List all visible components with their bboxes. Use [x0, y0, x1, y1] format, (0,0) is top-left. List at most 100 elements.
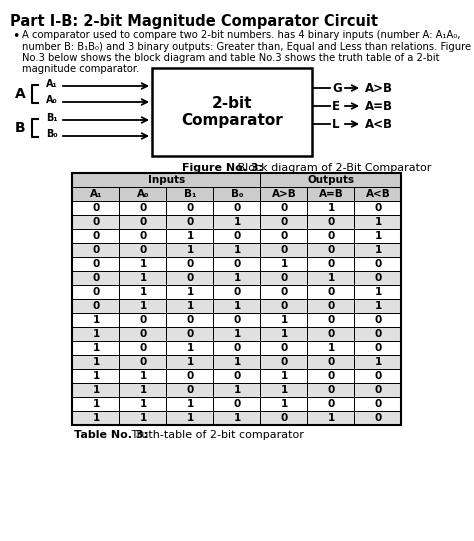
- Text: 1: 1: [92, 315, 100, 325]
- Bar: [355, 215, 401, 229]
- Bar: [213, 229, 261, 243]
- Bar: [213, 215, 261, 229]
- Bar: [308, 369, 355, 383]
- Bar: [166, 271, 213, 285]
- Text: 0: 0: [328, 301, 335, 311]
- Bar: [261, 327, 308, 341]
- Bar: [308, 285, 355, 299]
- Bar: [355, 411, 401, 425]
- Text: 0: 0: [374, 343, 382, 353]
- Bar: [213, 341, 261, 355]
- Text: 1: 1: [281, 371, 288, 381]
- Bar: [213, 285, 261, 299]
- Text: 0: 0: [92, 245, 100, 255]
- Text: A₁: A₁: [46, 79, 58, 89]
- Bar: [73, 313, 119, 327]
- Text: 0: 0: [186, 273, 193, 283]
- Text: 1: 1: [92, 357, 100, 367]
- Text: 1: 1: [233, 245, 241, 255]
- Text: 1: 1: [186, 287, 193, 297]
- Text: 1: 1: [92, 399, 100, 409]
- Text: Figure No. 3:: Figure No. 3:: [182, 163, 263, 173]
- Bar: [119, 229, 166, 243]
- Bar: [308, 411, 355, 425]
- Bar: [355, 187, 401, 201]
- Bar: [355, 285, 401, 299]
- Text: A>B: A>B: [272, 189, 296, 199]
- Text: 1: 1: [139, 385, 146, 395]
- Text: 0: 0: [374, 315, 382, 325]
- Text: •: •: [12, 30, 19, 43]
- Bar: [166, 313, 213, 327]
- Bar: [355, 201, 401, 215]
- Text: 1: 1: [374, 217, 382, 227]
- Text: A₁: A₁: [90, 189, 102, 199]
- Text: 1: 1: [139, 273, 146, 283]
- Text: 0: 0: [186, 385, 193, 395]
- Text: 0: 0: [92, 203, 100, 213]
- Bar: [261, 411, 308, 425]
- Bar: [308, 243, 355, 257]
- Bar: [119, 257, 166, 271]
- Bar: [261, 215, 308, 229]
- Bar: [355, 313, 401, 327]
- Text: B: B: [15, 121, 25, 135]
- Text: 0: 0: [233, 203, 241, 213]
- Text: 1: 1: [328, 343, 335, 353]
- Text: G: G: [332, 82, 342, 95]
- Bar: [355, 369, 401, 383]
- Bar: [308, 257, 355, 271]
- Bar: [73, 411, 119, 425]
- Bar: [73, 369, 119, 383]
- Bar: [261, 397, 308, 411]
- Bar: [119, 383, 166, 397]
- Text: 1: 1: [92, 385, 100, 395]
- Bar: [355, 383, 401, 397]
- Bar: [261, 341, 308, 355]
- Text: Comparator: Comparator: [181, 114, 283, 129]
- Text: Inputs: Inputs: [148, 175, 185, 185]
- Text: 0: 0: [233, 287, 241, 297]
- Text: 1: 1: [233, 329, 241, 339]
- Text: A>B: A>B: [365, 82, 393, 95]
- Text: 1: 1: [233, 217, 241, 227]
- Bar: [355, 341, 401, 355]
- Bar: [73, 229, 119, 243]
- Text: B₁: B₁: [46, 113, 58, 123]
- Text: 0: 0: [186, 315, 193, 325]
- Bar: [166, 257, 213, 271]
- Text: 0: 0: [139, 329, 146, 339]
- Bar: [119, 215, 166, 229]
- Text: 1: 1: [139, 301, 146, 311]
- Bar: [308, 201, 355, 215]
- Bar: [119, 285, 166, 299]
- Bar: [73, 355, 119, 369]
- Text: 0: 0: [233, 259, 241, 269]
- Bar: [308, 299, 355, 313]
- Bar: [119, 299, 166, 313]
- Bar: [166, 243, 213, 257]
- Text: 1: 1: [281, 315, 288, 325]
- Text: 0: 0: [186, 259, 193, 269]
- Text: 0: 0: [186, 203, 193, 213]
- Text: 0: 0: [328, 287, 335, 297]
- Bar: [261, 229, 308, 243]
- Text: 0: 0: [374, 371, 382, 381]
- Bar: [308, 215, 355, 229]
- Text: Block diagram of 2-Bit Comparator: Block diagram of 2-Bit Comparator: [234, 163, 431, 173]
- Bar: [73, 397, 119, 411]
- Text: 0: 0: [92, 259, 100, 269]
- Text: 0: 0: [92, 273, 100, 283]
- Bar: [73, 383, 119, 397]
- Bar: [213, 327, 261, 341]
- Text: 0: 0: [186, 217, 193, 227]
- Text: number B: B₁B₀) and 3 binary outputs: Greater than, Equal and Less than relation: number B: B₁B₀) and 3 binary outputs: Gr…: [22, 42, 471, 51]
- Text: 1: 1: [139, 413, 146, 423]
- Bar: [166, 215, 213, 229]
- Text: 1: 1: [139, 259, 146, 269]
- Text: 0: 0: [374, 273, 382, 283]
- Bar: [73, 341, 119, 355]
- Bar: [308, 341, 355, 355]
- Text: 0: 0: [281, 217, 288, 227]
- Text: 1: 1: [374, 287, 382, 297]
